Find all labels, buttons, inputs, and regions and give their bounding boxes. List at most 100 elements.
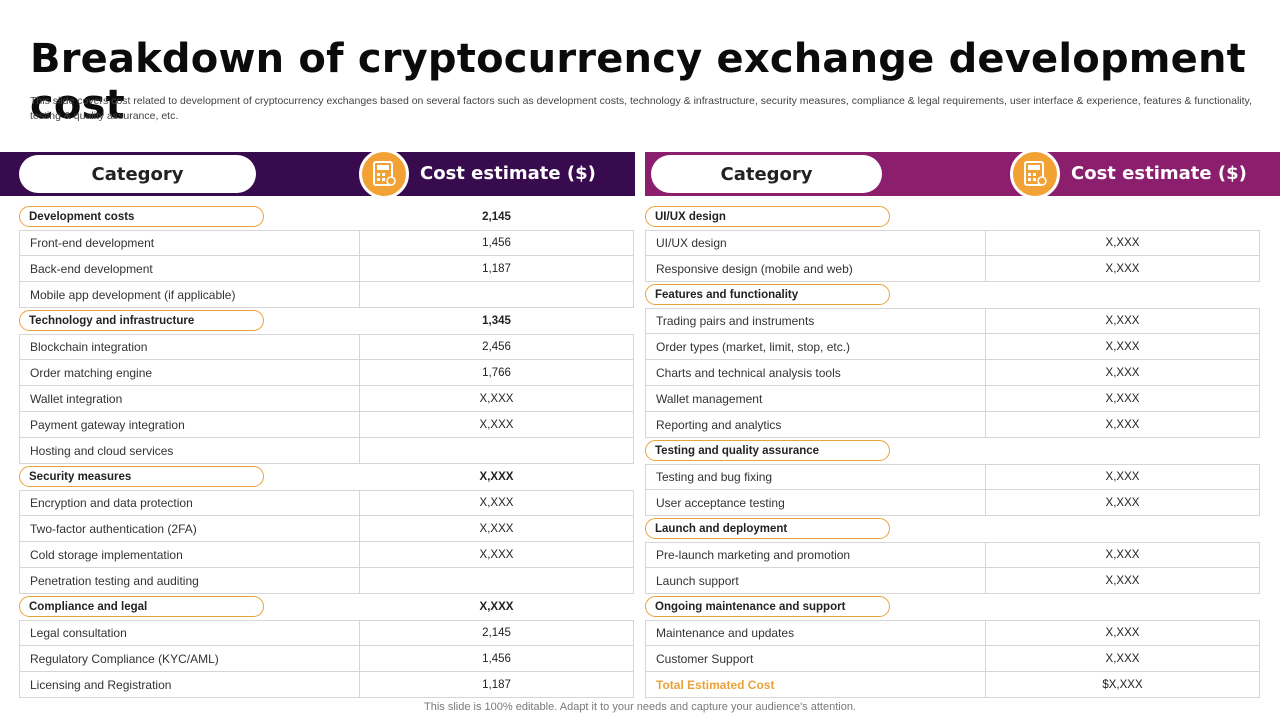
- table-row: UI/UX design X,XXX: [645, 230, 1260, 256]
- left-cost-table: Development costs 2,145 Front-end developm…: [19, 204, 634, 698]
- section-label: Technology and infrastructure: [19, 310, 264, 331]
- row-value: X,XXX: [1105, 340, 1140, 353]
- row-value: X,XXX: [1105, 315, 1140, 327]
- table-row: Penetration testing and auditing: [19, 568, 634, 594]
- table-row: Testing and bug fixing X,XXX: [645, 464, 1260, 490]
- row-label: Front-end development: [20, 231, 360, 255]
- row-label: Wallet management: [646, 386, 986, 411]
- section-label: Features and functionality: [645, 284, 890, 305]
- calculator-icon: [1010, 149, 1060, 199]
- row-value: 1,187: [482, 262, 511, 275]
- section-row: Launch and deployment: [645, 516, 1260, 542]
- row-label: Reporting and analytics: [646, 412, 986, 437]
- table-row: Regulatory Compliance (KYC/AML) 1,456: [19, 646, 634, 672]
- section-label: Testing and quality assurance: [645, 440, 890, 461]
- section-value: [985, 282, 1260, 308]
- table-row: Maintenance and updates X,XXX: [645, 620, 1260, 646]
- section-row: Features and functionality: [645, 282, 1260, 308]
- row-value: 2,456: [482, 341, 511, 353]
- row-label: Cold storage implementation: [20, 542, 360, 567]
- row-label: Total Estimated Cost: [646, 672, 986, 697]
- total-row: Total Estimated Cost $X,XXX: [645, 672, 1260, 698]
- section-label: Compliance and legal: [19, 596, 264, 617]
- row-value: X,XXX: [479, 548, 514, 561]
- section-row: UI/UX design: [645, 204, 1260, 230]
- table-row: Licensing and Registration 1,187: [19, 672, 634, 698]
- row-value: X,XXX: [479, 522, 514, 535]
- row-value: [360, 568, 633, 593]
- row-value: X,XXX: [1105, 652, 1140, 665]
- table-row: Pre-launch marketing and promotion X,XXX: [645, 542, 1260, 568]
- row-value: X,XXX: [1105, 496, 1140, 509]
- row-value: X,XXX: [1105, 392, 1140, 405]
- row-value: 1,187: [482, 678, 511, 691]
- row-value: 1,766: [482, 366, 511, 379]
- section-row: Technology and infrastructure 1,345: [19, 308, 634, 334]
- row-label: Penetration testing and auditing: [20, 568, 360, 593]
- row-value: 1,456: [482, 237, 511, 249]
- table-row: Mobile app development (if applicable): [19, 282, 634, 308]
- section-value: [985, 438, 1260, 464]
- section-label: Launch and deployment: [645, 518, 890, 539]
- row-label: Testing and bug fixing: [646, 465, 986, 489]
- table-row: User acceptance testing X,XXX: [645, 490, 1260, 516]
- calculator-icon: [359, 149, 409, 199]
- section-row: Security measures X,XXX: [19, 464, 634, 490]
- section-value: [985, 594, 1260, 620]
- row-label: Legal consultation: [20, 621, 360, 645]
- section-label: Security measures: [19, 466, 264, 487]
- section-value: [985, 516, 1260, 542]
- category-header: Category: [651, 155, 882, 193]
- right-cost-table: UI/UX design UI/UX design X,XXX Responsive …: [645, 204, 1260, 698]
- row-label: Regulatory Compliance (KYC/AML): [20, 646, 360, 671]
- section-row: Compliance and legal X,XXX: [19, 594, 634, 620]
- section-value: [985, 204, 1260, 230]
- table-row: Wallet management X,XXX: [645, 386, 1260, 412]
- row-value: $X,XXX: [1102, 678, 1143, 691]
- row-label: Maintenance and updates: [646, 621, 986, 645]
- section-label: UI/UX design: [645, 206, 890, 227]
- table-row: Order matching engine 1,766: [19, 360, 634, 386]
- section-row: Ongoing maintenance and support: [645, 594, 1260, 620]
- table-row: Legal consultation 2,145: [19, 620, 634, 646]
- row-value: X,XXX: [479, 497, 514, 509]
- section-row: Development costs 2,145: [19, 204, 634, 230]
- section-label: Development costs: [19, 206, 264, 227]
- row-label: Hosting and cloud services: [20, 438, 360, 463]
- table-row: Two-factor authentication (2FA) X,XXX: [19, 516, 634, 542]
- table-row: Payment gateway integration X,XXX: [19, 412, 634, 438]
- section-row: Testing and quality assurance: [645, 438, 1260, 464]
- page-title: Breakdown of cryptocurrency exchange dev…: [30, 36, 1246, 128]
- row-label: Charts and technical analysis tools: [646, 360, 986, 385]
- category-header: Category: [19, 155, 256, 193]
- table-row: Charts and technical analysis tools X,XXX: [645, 360, 1260, 386]
- page-subtitle: This slide covers cost related to develo…: [30, 95, 1252, 122]
- row-label: Order types (market, limit, stop, etc.): [646, 334, 986, 359]
- cost-estimate-header: Cost estimate ($): [1071, 163, 1247, 184]
- row-label: Licensing and Registration: [20, 672, 360, 697]
- row-value: X,XXX: [1105, 366, 1140, 379]
- cost-estimate-header: Cost estimate ($): [420, 163, 596, 184]
- row-label: Pre-launch marketing and promotion: [646, 543, 986, 567]
- row-label: Blockchain integration: [20, 335, 360, 359]
- table-row: Wallet integration X,XXX: [19, 386, 634, 412]
- row-label: UI/UX design: [646, 231, 986, 255]
- table-row: Reporting and analytics X,XXX: [645, 412, 1260, 438]
- row-value: X,XXX: [1105, 262, 1140, 275]
- row-value: X,XXX: [1105, 418, 1140, 431]
- table-row: Customer Support X,XXX: [645, 646, 1260, 672]
- table-row: Responsive design (mobile and web) X,XXX: [645, 256, 1260, 282]
- row-label: Two-factor authentication (2FA): [20, 516, 360, 541]
- section-value: X,XXX: [479, 601, 514, 613]
- section-value: 1,345: [482, 315, 511, 327]
- row-value: X,XXX: [1105, 627, 1140, 639]
- row-label: Encryption and data protection: [20, 491, 360, 515]
- table-row: Blockchain integration 2,456: [19, 334, 634, 360]
- row-label: Customer Support: [646, 646, 986, 671]
- table-row: Back-end development 1,187: [19, 256, 634, 282]
- table-row: Cold storage implementation X,XXX: [19, 542, 634, 568]
- table-row: Trading pairs and instruments X,XXX: [645, 308, 1260, 334]
- row-value: X,XXX: [1105, 471, 1140, 483]
- row-value: X,XXX: [479, 392, 514, 405]
- right-table-header: Category Cost estimate ($): [645, 149, 1280, 199]
